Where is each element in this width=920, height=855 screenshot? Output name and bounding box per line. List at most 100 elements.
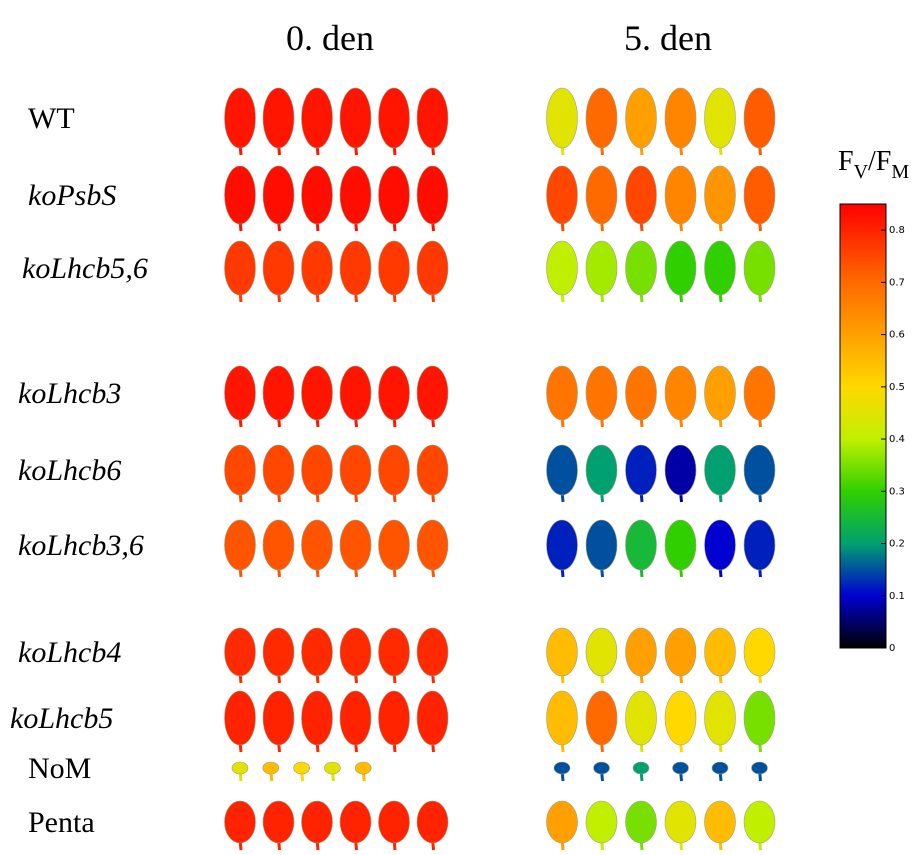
leaf (262, 365, 295, 421)
leaf (585, 365, 618, 421)
colorbar (839, 203, 887, 649)
leaf (585, 800, 618, 844)
leaf (301, 240, 333, 296)
leaf (416, 165, 449, 225)
leaf (546, 519, 578, 571)
leaf (704, 444, 736, 496)
colorbar-tick-label: 0.2 (889, 539, 905, 550)
leaf (378, 365, 410, 421)
leaf (262, 519, 295, 571)
leaf (224, 690, 256, 746)
leaf (664, 444, 697, 496)
leaf (416, 627, 449, 677)
leaf (262, 761, 280, 775)
leaf (416, 240, 449, 296)
leaf (546, 165, 578, 225)
leaf (704, 87, 736, 149)
leaf (743, 240, 776, 296)
leaf (743, 690, 776, 746)
leaf (704, 800, 736, 844)
leaf (301, 87, 333, 149)
leaf (224, 165, 256, 225)
leaf (743, 87, 776, 149)
colorbar-title-part: M (891, 161, 909, 183)
leaf (664, 87, 697, 149)
row-label: WT (28, 102, 75, 135)
leaf (378, 800, 410, 844)
leaf (354, 761, 372, 775)
leaf (743, 519, 776, 571)
row-label: koLhcb6 (18, 454, 121, 487)
leaf (378, 165, 410, 225)
leaf (301, 365, 333, 421)
leaf (378, 519, 410, 571)
leaf (301, 444, 333, 496)
leaf (231, 761, 249, 775)
leaf (378, 690, 410, 746)
leaf (301, 519, 333, 571)
leaf (704, 165, 736, 225)
leaf (224, 444, 256, 496)
leaf (585, 519, 618, 571)
leaf (262, 690, 295, 746)
colorbar-title-part: /F (868, 146, 891, 177)
leaf (585, 444, 618, 496)
leaf (664, 365, 697, 421)
leaf (224, 800, 256, 844)
leaf (546, 87, 578, 149)
leaf (262, 444, 295, 496)
leaf (324, 761, 341, 775)
row-label: NoM (28, 752, 91, 785)
leaf (704, 365, 736, 421)
leaf (416, 519, 449, 571)
leaf (585, 240, 618, 296)
row-label: koLhcb3 (18, 377, 121, 410)
leaf (301, 627, 333, 677)
row-label: koPsbS (28, 179, 116, 212)
leaf (625, 444, 657, 496)
leaf (416, 365, 449, 421)
leaf (339, 519, 372, 571)
leaf (416, 444, 449, 496)
leaf (339, 800, 372, 844)
leaf (704, 690, 736, 746)
leaf (224, 240, 256, 296)
leaf (664, 240, 697, 296)
leaf (378, 444, 410, 496)
leaf (416, 690, 449, 746)
leaf (339, 444, 372, 496)
leaf (339, 365, 372, 421)
leaf (625, 365, 657, 421)
colorbar-tick-label: 0.6 (889, 330, 905, 341)
leaf (546, 690, 578, 746)
colorbar-tick-label: 0.1 (889, 591, 905, 602)
leaf (546, 365, 578, 421)
leaf (632, 761, 650, 775)
leaf (301, 800, 333, 844)
leaf (301, 690, 333, 746)
leaf (664, 690, 697, 746)
leaf (704, 627, 736, 677)
leaf (625, 87, 657, 149)
leaf (339, 240, 372, 296)
colorbar-tick-label: 0.7 (889, 277, 905, 288)
leaf (262, 240, 295, 296)
leaf (625, 690, 657, 746)
row-label: Penta (28, 806, 95, 839)
leaf (743, 800, 776, 844)
leaf (585, 690, 618, 746)
leaf (224, 627, 256, 677)
leaf (262, 87, 295, 149)
leaf (704, 519, 736, 571)
leaf (378, 87, 410, 149)
colorbar-tick-label: 0 (889, 643, 895, 654)
leaf (262, 165, 295, 225)
colorbar-title: FV/FM (838, 146, 909, 183)
leaf (743, 444, 776, 496)
leaf (743, 627, 776, 677)
leaf (711, 761, 729, 775)
leaf (339, 165, 372, 225)
leaf (743, 365, 776, 421)
row-label: koLhcb5,6 (22, 252, 148, 285)
leaf (585, 165, 618, 225)
